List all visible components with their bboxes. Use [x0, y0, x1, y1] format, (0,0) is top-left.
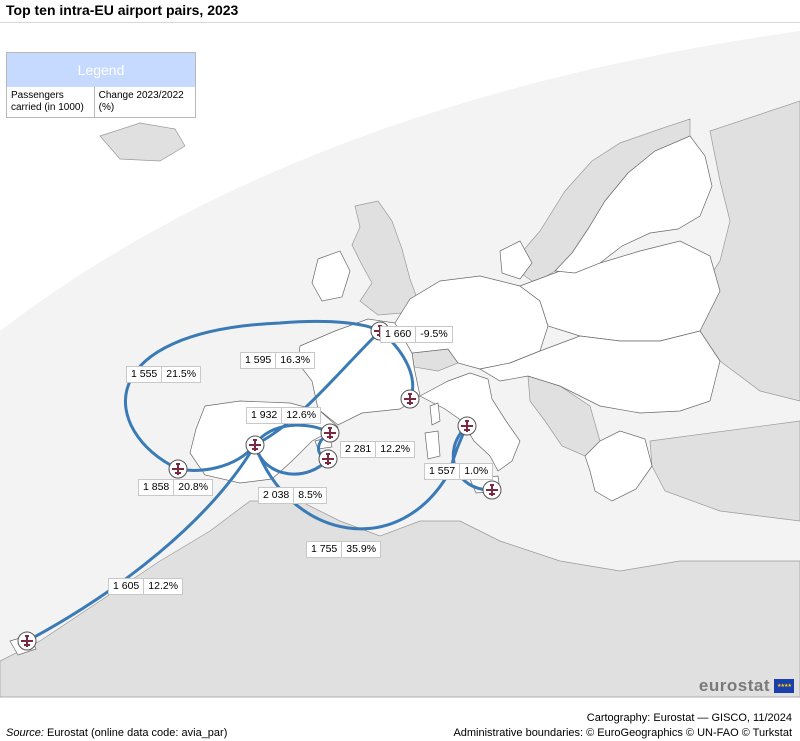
route-passengers: 1 605: [109, 579, 145, 594]
route-change: 16.3%: [280, 354, 311, 366]
route-label: 1 932 12.6%: [246, 407, 322, 424]
iceland: [99, 122, 186, 162]
route-passengers: 1 557: [425, 464, 461, 479]
poland-baltics: [519, 240, 721, 342]
sardinia: [424, 430, 441, 460]
route-change: 12.2%: [380, 443, 411, 455]
route-label: 1 555 21.5%: [126, 366, 202, 383]
source-label: Source:: [6, 727, 44, 739]
route-passengers: 1 555: [127, 367, 163, 382]
source-text: Eurostat (online data code: avia_par): [43, 727, 228, 739]
route-passengers: 1 858: [139, 480, 175, 495]
route-label: 2 038 8.5%: [258, 487, 328, 504]
eu-land: [9, 135, 721, 656]
route-label: 1 605 12.2%: [108, 578, 184, 595]
airport-icon[interactable]: [318, 449, 338, 469]
logo-text: eurostat: [698, 676, 770, 695]
eurostat-logo: eurostat ★★★★: [699, 676, 794, 696]
route-label: 2 281 12.2%: [340, 441, 416, 458]
denmark: [499, 240, 533, 280]
route-label: 1 858 20.8%: [138, 479, 214, 496]
route-line-1605: [25, 443, 257, 643]
legend-header: Legend: [7, 53, 195, 87]
route-line-1555: [123, 319, 382, 471]
admin-boundaries-note: Administrative boundaries: © EuroGeograp…: [453, 727, 792, 739]
route-passengers: 2 281: [341, 442, 377, 457]
route-passengers: 1 932: [247, 408, 283, 423]
south-east-europe: [479, 330, 721, 414]
cartography-note: Cartography: Eurostat — GISCO, 11/2024: [586, 712, 792, 724]
great-britain: [351, 200, 419, 316]
route-change: -9.5%: [420, 328, 448, 340]
legend-change-label: Change 2023/2022 (%): [98, 90, 184, 113]
airport-icon[interactable]: [457, 416, 477, 436]
airport-icon[interactable]: [482, 480, 502, 500]
route-change: 35.9%: [346, 543, 377, 555]
route-change: 12.6%: [286, 409, 317, 421]
map-canvas[interactable]: [0, 22, 800, 698]
legend-row: Passengers carried (in 1000) Change 2023…: [7, 87, 195, 117]
route-passengers: 1 660: [381, 327, 417, 342]
map-title: Top ten intra-EU airport pairs, 2023: [6, 2, 239, 18]
airport-icon[interactable]: [168, 459, 188, 479]
route-line-1595: [253, 329, 382, 447]
route-passengers: 1 595: [241, 353, 277, 368]
route-label: 1 557 1.0%: [424, 463, 494, 480]
greece: [584, 430, 653, 502]
airport-icon[interactable]: [400, 389, 420, 409]
corsica: [429, 402, 441, 426]
route-label: 1 595 16.3%: [240, 352, 316, 369]
route-passengers: 2 038: [259, 488, 295, 503]
airport-icon[interactable]: [17, 631, 37, 651]
sweden-finland: [554, 135, 713, 274]
map-svg: [0, 23, 800, 697]
airport-icon[interactable]: [245, 435, 265, 455]
route-change: 20.8%: [178, 481, 209, 493]
central-europe: [394, 275, 549, 370]
route-change: 1.0%: [464, 465, 489, 477]
route-change: 12.2%: [148, 580, 179, 592]
legend: Legend Passengers carried (in 1000) Chan…: [6, 52, 196, 118]
ireland: [311, 250, 351, 302]
eu-flag-icon: ★★★★: [774, 679, 794, 693]
route-label: 1 755 35.9%: [306, 541, 382, 558]
route-label: 1 660 -9.5%: [380, 326, 453, 343]
route-change: 21.5%: [166, 368, 197, 380]
legend-passengers-label: Passengers carried (in 1000): [7, 87, 95, 117]
route-passengers: 1 755: [307, 542, 343, 557]
source-note: Source: Eurostat (online data code: avia…: [6, 727, 227, 739]
route-change: 8.5%: [298, 489, 323, 501]
airport-icon[interactable]: [320, 423, 340, 443]
